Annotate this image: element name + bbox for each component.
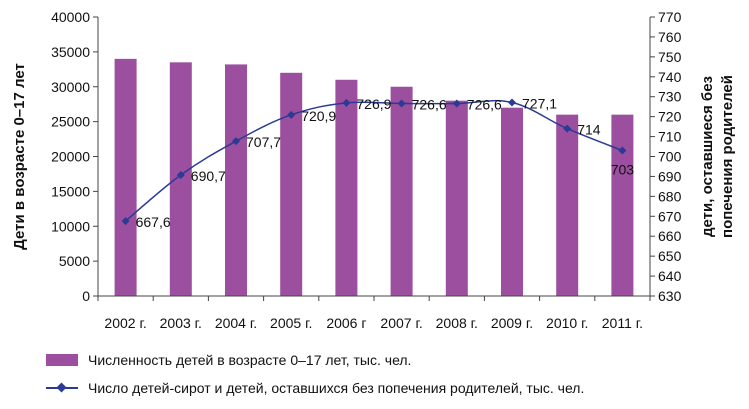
x-tick-label: 2003 г.: [160, 315, 202, 331]
left-axis-title: Дети в возрасте 0–17 лет: [11, 63, 28, 250]
data-label: 726,6: [467, 96, 502, 112]
right-tick-label: 630: [658, 288, 682, 304]
right-tick-label: 750: [658, 49, 682, 65]
x-tick-label: 2011 г.: [602, 315, 643, 331]
left-tick-label: 20000: [51, 149, 90, 165]
line-point: [121, 217, 130, 226]
legend-bar-swatch: [46, 354, 78, 366]
right-axis-title-line2: попечения родителей: [719, 75, 736, 238]
line-point: [618, 146, 627, 155]
bar: [501, 107, 523, 296]
x-tick-label: 2006 г: [326, 315, 366, 331]
data-label: 690,7: [191, 168, 226, 184]
data-label: 707,7: [246, 134, 281, 150]
bar: [445, 100, 468, 296]
x-tick-label: 2008 г.: [436, 315, 478, 331]
legend-line-swatch: [46, 382, 78, 394]
right-tick-label: 640: [658, 268, 682, 284]
legend-item-line: Число детей-сирот и детей, оставшихся бе…: [46, 380, 584, 396]
x-tick-label: 2010 г.: [546, 315, 588, 331]
left-tick-label: 25000: [51, 114, 90, 130]
line-point: [342, 98, 351, 107]
right-tick-label: 710: [658, 129, 682, 145]
line-series-path: [125, 99, 623, 222]
line-point: [176, 171, 185, 180]
line-point: [397, 99, 406, 108]
right-tick-label: 700: [658, 149, 682, 165]
left-tick-label: 35000: [51, 44, 90, 60]
bar: [169, 62, 192, 297]
left-tick-label: 30000: [51, 79, 90, 95]
data-label: 726,6: [412, 96, 447, 112]
data-label: 727,1: [522, 95, 557, 111]
right-tick-label: 650: [658, 248, 682, 264]
left-tick-label: 0: [82, 288, 90, 304]
right-tick-label: 660: [658, 228, 682, 244]
right-tick-label: 770: [658, 9, 682, 25]
bar: [335, 79, 358, 297]
bar: [225, 64, 247, 297]
right-tick-label: 720: [658, 109, 682, 125]
legend-bar-label: Численность детей в возрасте 0–17 лет, т…: [88, 352, 412, 368]
right-tick-label: 740: [658, 69, 682, 85]
right-tick-label: 760: [658, 29, 682, 45]
right-axis-title-line1: дети, оставшиеся без: [699, 76, 716, 237]
left-tick-label: 40000: [51, 9, 90, 25]
x-tick-label: 2009 г.: [491, 315, 533, 331]
line-point: [563, 124, 572, 133]
legend-item-bars: Численность детей в возрасте 0–17 лет, т…: [46, 352, 411, 368]
line-point: [287, 110, 296, 119]
x-tick-label: 2007 г.: [380, 315, 422, 331]
x-tick-label: 2004 г.: [215, 315, 257, 331]
bar: [390, 86, 413, 296]
line-point: [232, 137, 240, 146]
legend-line-label: Число детей-сирот и детей, оставшихся бе…: [88, 380, 585, 396]
data-label: 720,9: [301, 108, 336, 124]
x-tick-label: 2002 г.: [104, 315, 146, 331]
bar: [114, 58, 137, 296]
left-tick-label: 5000: [59, 253, 90, 269]
right-tick-label: 680: [658, 188, 682, 204]
data-label: 703: [611, 162, 635, 178]
bar: [611, 114, 634, 297]
bar: [556, 114, 579, 297]
left-tick-label: 15000: [51, 183, 90, 199]
line-point: [452, 99, 461, 108]
right-tick-label: 730: [658, 89, 682, 105]
chart: 0 5000 10000 15000 20000 25000 30000 35000 40000…: [11, 9, 736, 331]
bar: [280, 72, 303, 296]
right-tick-label: 670: [658, 208, 682, 224]
right-tick-label: 690: [658, 168, 682, 184]
data-label: 714: [577, 122, 601, 138]
left-tick-label: 10000: [51, 218, 90, 234]
line-point: [508, 98, 516, 107]
data-label: 667,6: [136, 214, 171, 230]
x-tick-label: 2005 г.: [270, 315, 312, 331]
data-label: 726,9: [356, 96, 391, 112]
